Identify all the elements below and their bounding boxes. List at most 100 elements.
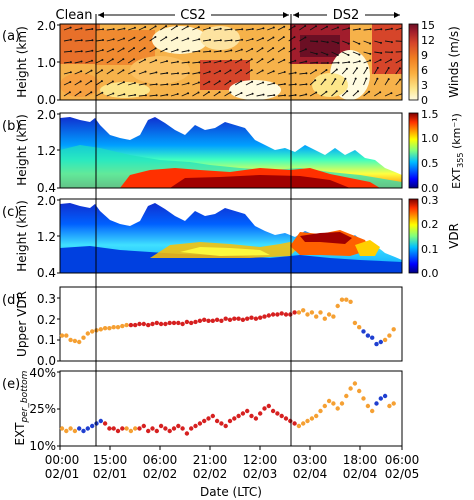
wind-arrow <box>320 79 326 86</box>
data-point <box>357 325 362 330</box>
wind-arrow-head <box>175 25 178 28</box>
data-point <box>275 411 280 416</box>
x-tick-time: 15:00 <box>93 453 128 467</box>
wind-arrow-head <box>241 38 244 41</box>
x-axis-label: Date (LTC) <box>200 485 262 499</box>
wind-arrow <box>160 83 168 86</box>
colorbar-vdr: 0.0 0.1 0.2 0.3 VDR <box>408 194 461 280</box>
wind-arrow <box>224 59 232 64</box>
wind-arrow-head <box>165 25 168 28</box>
wind-arrow <box>374 59 381 64</box>
wind-arrow-head <box>305 72 308 75</box>
svg-text:1.2: 1.2 <box>37 144 56 158</box>
data-point <box>245 408 250 414</box>
wind-arrow-head <box>250 58 253 61</box>
data-point <box>206 416 211 421</box>
wind-arrow-head <box>229 80 232 82</box>
wind-arrow-head <box>186 25 189 28</box>
wind-arrow-head <box>365 77 368 80</box>
wind-arrow <box>245 38 253 42</box>
data-point <box>270 312 276 317</box>
wind-arrow-head <box>272 47 275 50</box>
wind-arrow-head <box>251 38 254 40</box>
wind-arrow-head <box>390 27 393 30</box>
wind-arrow <box>85 91 92 97</box>
wind-arrow <box>320 69 327 75</box>
wind-arrow-head <box>219 27 222 30</box>
wind-arrow-head <box>111 58 114 61</box>
wind-arrow <box>224 70 231 75</box>
x-tick-time: 18:00 <box>343 453 378 467</box>
data-point <box>275 312 280 317</box>
wind-arrow <box>309 69 317 75</box>
wind-arrow-head <box>354 77 357 80</box>
x-axis-ticks: 00:00 15:00 06:00 21:00 12:00 03:00 18:0… <box>45 446 419 481</box>
wind-arrow <box>363 78 367 86</box>
wind-arrow-head <box>376 66 379 69</box>
data-point <box>115 325 121 330</box>
data-point <box>150 426 155 431</box>
panel-e <box>59 370 403 447</box>
wind-arrow-head <box>369 42 372 45</box>
wind-arrow-head <box>369 28 372 31</box>
wind-arrow-head <box>282 47 285 50</box>
data-point <box>176 320 181 326</box>
svg-text:9: 9 <box>421 49 428 62</box>
wind-arrow-head <box>134 93 137 96</box>
data-point <box>361 396 366 401</box>
wind-arrow <box>181 92 189 97</box>
wind-arrow-head <box>198 38 201 41</box>
data-point <box>206 318 211 323</box>
wind-arrow <box>309 51 317 55</box>
panel-a-ylabel: Height (km) <box>15 26 29 97</box>
wind-arrow <box>96 28 104 31</box>
wind-arrow <box>342 27 350 31</box>
wind-arrow-head <box>272 36 275 39</box>
wind-arrow-head <box>229 69 232 72</box>
wind-arrow <box>234 59 242 64</box>
wind-arrow <box>213 39 221 42</box>
data-point <box>387 403 392 409</box>
wind-arrow <box>106 81 114 86</box>
wind-arrow-head <box>112 38 115 41</box>
ext-per-bottom-points <box>59 381 396 436</box>
wind-arrow-head <box>70 50 72 53</box>
wind-arrow-head <box>240 48 243 51</box>
wind-arrow <box>96 39 104 42</box>
data-point <box>249 413 254 419</box>
data-point <box>352 381 358 386</box>
wind-arrow-head <box>230 28 233 31</box>
wind-arrow <box>299 93 307 97</box>
wind-arrow-head <box>144 26 147 28</box>
wind-arrow <box>245 81 253 86</box>
data-point <box>189 426 194 431</box>
data-point <box>102 421 108 426</box>
wind-arrow-head <box>336 54 339 56</box>
wind-arrow-head <box>123 37 125 40</box>
wind-arrow-head <box>369 59 372 62</box>
wind-arrow-head <box>282 36 285 39</box>
wind-arrow-head <box>101 91 104 94</box>
wind-arrow-head <box>356 67 358 70</box>
wind-arrow <box>63 39 71 42</box>
wind-arrow <box>160 48 167 53</box>
wind-arrow-head <box>187 72 190 75</box>
wind-arrow-head <box>69 81 72 83</box>
data-point <box>64 333 69 338</box>
data-point <box>232 316 237 321</box>
wind-arrow <box>149 36 156 42</box>
wind-arrow-head <box>334 78 337 81</box>
wind-arrow-head <box>209 38 211 41</box>
data-point <box>305 418 310 424</box>
wind-arrow-head <box>283 83 286 85</box>
wind-arrow <box>213 80 220 86</box>
wind-arrow-head <box>69 61 72 64</box>
wind-arrow-head <box>337 61 340 64</box>
data-point <box>245 316 250 321</box>
wind-arrow-head <box>305 60 308 63</box>
data-point <box>124 426 129 431</box>
data-point <box>292 421 297 426</box>
wind-arrow-head <box>197 81 200 84</box>
data-point <box>98 418 104 424</box>
wind-arrow-head <box>251 47 254 50</box>
